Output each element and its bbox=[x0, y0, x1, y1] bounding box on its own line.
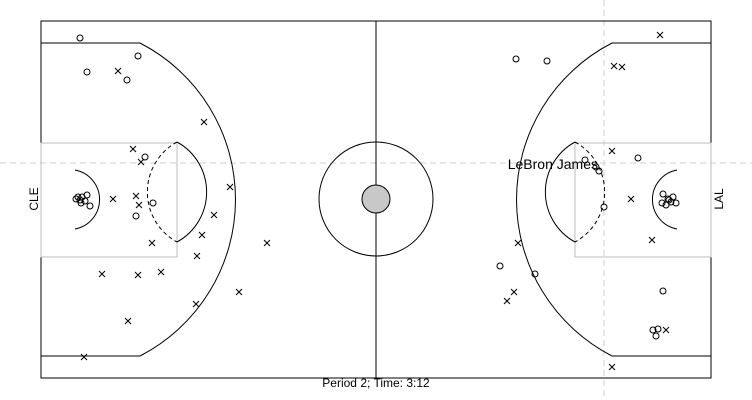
center-circle-outer bbox=[318, 141, 434, 257]
made-shot-marker bbox=[595, 167, 603, 175]
right-paint bbox=[574, 142, 712, 258]
missed-shot-marker bbox=[192, 300, 200, 308]
made-shot-marker bbox=[132, 212, 140, 220]
made-shot-marker bbox=[543, 57, 551, 65]
missed-shot-marker bbox=[200, 118, 208, 126]
missed-shot-marker bbox=[235, 288, 243, 296]
left-free-throw-arc-dashed bbox=[146, 141, 178, 243]
right-restricted-arc bbox=[652, 169, 678, 230]
missed-shot-marker bbox=[114, 67, 122, 75]
right-free-throw-arc-dashed bbox=[574, 141, 606, 243]
made-shot-marker bbox=[664, 195, 672, 203]
made-shot-marker bbox=[81, 197, 89, 205]
made-shot-marker bbox=[83, 68, 91, 76]
made-shot-marker bbox=[662, 201, 670, 209]
made-shot-marker bbox=[634, 154, 642, 162]
made-shot-marker bbox=[531, 270, 539, 278]
missed-shot-marker bbox=[618, 63, 626, 71]
made-shot-marker bbox=[659, 190, 667, 198]
missed-shot-marker bbox=[627, 195, 635, 203]
missed-shot-marker bbox=[129, 145, 137, 153]
missed-shot-marker bbox=[608, 147, 616, 155]
made-shot-marker bbox=[72, 195, 80, 203]
left-team-label: CLE bbox=[27, 187, 41, 210]
missed-shot-marker bbox=[124, 317, 132, 325]
missed-shot-marker bbox=[132, 192, 140, 200]
left-restricted-arc bbox=[74, 169, 100, 230]
missed-shot-marker bbox=[98, 270, 106, 278]
right-three-point-line bbox=[516, 42, 711, 357]
shot-markers bbox=[72, 31, 680, 371]
made-shot-marker bbox=[76, 34, 84, 42]
missed-shot-marker bbox=[226, 183, 234, 191]
made-shot-marker bbox=[652, 332, 660, 340]
missed-shot-marker bbox=[648, 236, 656, 244]
missed-shot-marker bbox=[263, 239, 271, 247]
missed-shot-marker bbox=[137, 158, 145, 166]
made-shot-marker bbox=[672, 199, 680, 207]
missed-shot-marker bbox=[193, 252, 201, 260]
missed-shot-marker bbox=[134, 271, 142, 279]
left-paint bbox=[40, 142, 178, 258]
left-free-throw-arc-solid bbox=[176, 141, 208, 243]
missed-shot-marker bbox=[656, 31, 664, 39]
missed-shot-marker bbox=[662, 326, 670, 334]
missed-shot-marker bbox=[610, 62, 618, 70]
made-shot-marker bbox=[77, 199, 85, 207]
made-shot-marker bbox=[123, 76, 131, 84]
missed-shot-marker bbox=[135, 201, 143, 209]
missed-shot-marker bbox=[510, 288, 518, 296]
missed-shot-marker bbox=[503, 297, 511, 305]
missed-shot-marker bbox=[210, 211, 218, 219]
made-shot-marker bbox=[86, 202, 94, 210]
made-shot-marker bbox=[659, 287, 667, 295]
made-shot-marker bbox=[600, 203, 608, 211]
made-shot-marker bbox=[496, 262, 504, 270]
made-shot-marker bbox=[658, 199, 666, 207]
made-shot-marker bbox=[141, 153, 149, 161]
made-shot-marker bbox=[134, 52, 142, 60]
made-shot-marker bbox=[654, 325, 662, 333]
made-shot-marker bbox=[83, 191, 91, 199]
missed-shot-marker bbox=[157, 268, 165, 276]
missed-shot-marker bbox=[80, 353, 88, 361]
missed-shot-marker bbox=[608, 363, 616, 371]
center-circle-inner bbox=[361, 184, 391, 214]
left-three-point-line bbox=[41, 42, 236, 357]
missed-shot-marker bbox=[109, 195, 117, 203]
made-shot-marker bbox=[649, 326, 657, 334]
made-shot-marker bbox=[149, 199, 157, 207]
missed-shot-marker bbox=[514, 239, 522, 247]
made-shot-marker bbox=[512, 55, 520, 63]
missed-shot-marker bbox=[148, 239, 156, 247]
right-free-throw-arc-solid bbox=[544, 141, 576, 243]
right-team-label: LAL bbox=[712, 188, 726, 210]
missed-shot-marker bbox=[198, 231, 206, 239]
player-name-label: LeBron James bbox=[508, 156, 598, 172]
made-shot-marker bbox=[581, 156, 589, 164]
period-time-caption: Period 2; Time: 3:12 bbox=[322, 376, 430, 390]
